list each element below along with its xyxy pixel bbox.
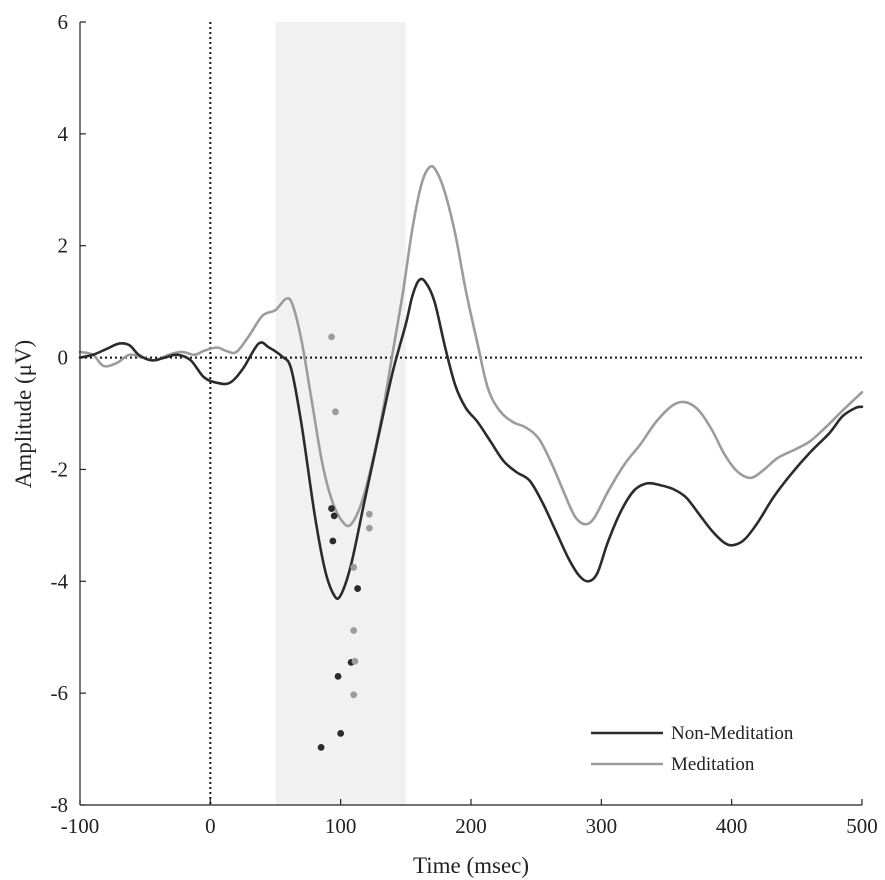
data-point-non-meditation: [328, 505, 335, 512]
data-point-non-meditation: [334, 672, 342, 680]
data-point-meditation: [351, 657, 359, 665]
x-axis-title: Time (msec): [413, 853, 529, 878]
legend: Non-Meditation Meditation: [591, 723, 794, 775]
x-tick-label: 500: [846, 814, 878, 838]
data-point-non-meditation: [330, 512, 338, 520]
legend-label-non-meditation: Non-Meditation: [671, 723, 794, 744]
dots-layer: [317, 333, 373, 751]
y-tick-label: 0: [58, 346, 69, 370]
shaded-window: [275, 22, 406, 805]
x-tick-label: 400: [716, 814, 748, 838]
data-point-meditation: [365, 524, 373, 532]
y-tick-label: 6: [58, 10, 69, 34]
data-point-meditation: [350, 691, 358, 699]
data-point-meditation: [365, 510, 373, 518]
legend-label-meditation: Meditation: [671, 754, 755, 775]
data-point-non-meditation: [337, 730, 345, 737]
data-point-non-meditation: [317, 743, 325, 751]
y-tick-label: -2: [51, 457, 69, 481]
x-tick-label: 300: [586, 814, 618, 838]
x-tick-label: 0: [205, 814, 216, 838]
y-ticks: -8 -6 -4 -2 0 2 4 6: [51, 10, 86, 817]
data-point-meditation: [350, 563, 358, 571]
x-ticks: -100 0 100 200 300 400 500: [61, 799, 878, 838]
y-tick-label: -6: [51, 681, 69, 705]
y-tick-label: -4: [51, 569, 69, 593]
data-point-meditation: [350, 627, 358, 634]
series-line-non-meditation: [78, 277, 864, 601]
data-point-non-meditation: [354, 585, 362, 592]
y-tick-label: -8: [51, 793, 69, 817]
y-tick-label: 4: [58, 122, 69, 146]
data-point-meditation: [332, 408, 339, 416]
x-tick-label: -100: [61, 814, 100, 838]
data-point-meditation: [328, 333, 335, 341]
x-tick-label: 200: [455, 814, 487, 838]
series-layer: [78, 164, 864, 601]
y-axis-title: Amplitude (μV): [11, 340, 36, 488]
data-point-non-meditation: [329, 537, 337, 545]
x-tick-label: 100: [325, 814, 357, 838]
series-line-meditation: [78, 164, 864, 528]
y-tick-label: 2: [58, 234, 69, 258]
